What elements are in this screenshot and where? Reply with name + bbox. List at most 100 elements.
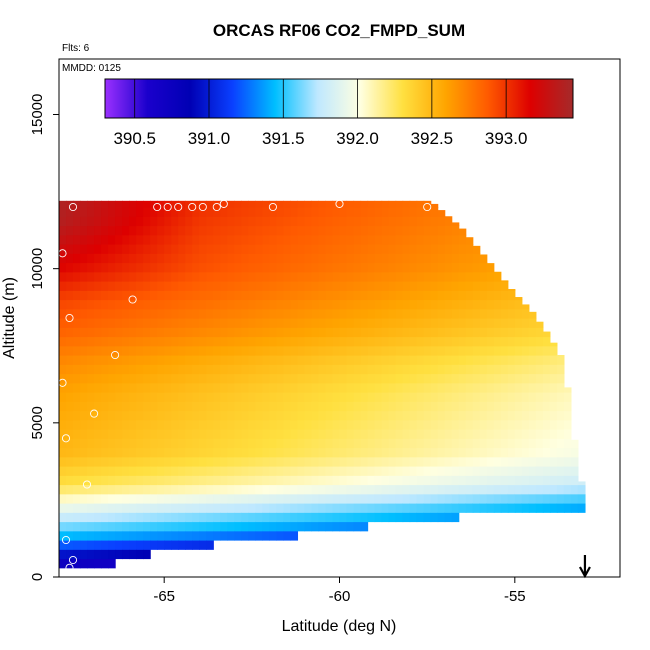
field-cell-1995 (430, 336, 439, 347)
field-cell-1683 (367, 308, 376, 319)
field-cell-1273 (290, 447, 299, 458)
field-cell-447 (136, 456, 144, 467)
field-cell-1318 (297, 364, 306, 375)
field-cell-1379 (311, 466, 320, 476)
field-cell-2278 (493, 299, 502, 310)
field-cell-837 (206, 373, 214, 384)
field-cell-1123 (262, 466, 270, 476)
field-cell-498 (143, 345, 151, 356)
field-cell-1594 (353, 475, 362, 486)
field-cell-2254 (486, 271, 495, 282)
field-cell-1932 (416, 271, 425, 282)
field-cell-1401 (311, 262, 320, 273)
field-cell-349 (115, 281, 123, 291)
field-cell-2255 (486, 263, 495, 273)
south-arrow (578, 555, 591, 579)
field-cell-1434 (318, 290, 327, 301)
field-cell-1860 (402, 290, 411, 301)
field-cell-1152 (262, 200, 270, 208)
field-cell-1938 (416, 216, 425, 227)
field-cell-1985 (430, 429, 439, 439)
field-cell-1511 (332, 244, 341, 254)
field-cell-2205 (479, 466, 488, 476)
field-cell-508 (143, 253, 151, 264)
field-cell-1161 (269, 456, 277, 467)
field-cell-482 (143, 493, 151, 504)
field-cell-1807 (395, 456, 404, 467)
field-cell-380 (122, 355, 130, 365)
field-cell-1175 (269, 327, 277, 338)
field-cell-2126 (458, 364, 467, 375)
field-cell-898 (220, 493, 228, 504)
field-cell-2063 (444, 345, 453, 356)
field-cell-397 (122, 200, 130, 208)
field-cell-1467 (325, 318, 334, 328)
field-cell-2073 (444, 253, 453, 264)
field-cell-1581 (346, 262, 355, 273)
field-cell-793 (199, 429, 207, 439)
field-cell-1074 (248, 234, 256, 245)
field-cell-1178 (269, 299, 277, 310)
field-cell-1539 (339, 318, 348, 328)
field-cell-1050 (248, 456, 256, 467)
field-cell-1931 (416, 281, 425, 291)
field-cell-2284 (500, 484, 509, 495)
field-cell-974 (234, 475, 242, 486)
field-cell-1881 (409, 419, 418, 430)
field-cell-2029 (437, 345, 446, 356)
field-cell-2095 (451, 355, 460, 365)
field-cell-77 (66, 216, 74, 227)
field-cell-1637 (360, 410, 369, 421)
field-cell-1222 (276, 234, 284, 245)
field-cell-1012 (241, 466, 249, 476)
field-cell-234 (94, 244, 102, 254)
field-cell-1390 (311, 364, 320, 375)
field-cell-196 (87, 225, 95, 236)
field-cell-499 (143, 336, 151, 347)
field-cell-887 (213, 253, 221, 264)
field-cell-1488 (332, 456, 341, 467)
field-cell-1082 (255, 503, 263, 513)
field-cell-984 (234, 382, 242, 393)
field-cell-20 (59, 373, 67, 384)
field-cell-2260 (493, 466, 502, 476)
field-cell-1774 (388, 438, 397, 449)
field-cell-2440 (542, 345, 551, 356)
field-cell-1277 (290, 410, 299, 421)
field-cell-757 (192, 410, 200, 421)
field-cell-860 (213, 503, 221, 513)
field-cell-2145 (465, 475, 474, 486)
field-cell-879 (213, 327, 221, 338)
field-cell-1217 (276, 281, 284, 291)
field-cell-744 (192, 530, 200, 541)
field-cell-1164 (269, 429, 277, 439)
field-cell-1719 (374, 299, 383, 310)
field-cell-1548 (339, 234, 348, 245)
field-cell-2388 (528, 429, 537, 439)
field-cell-411 (129, 429, 137, 439)
field-cell-1138 (262, 327, 270, 338)
field-cell-556 (157, 512, 165, 523)
field-cell-1918 (416, 401, 425, 412)
field-cell-2015 (437, 475, 446, 486)
field-cell-732 (185, 290, 193, 301)
field-cell-488 (143, 438, 151, 449)
field-cell-1060 (248, 364, 256, 375)
field-cell-114 (73, 244, 81, 254)
field-cell-2252 (486, 290, 495, 301)
sample-point-19 (61, 535, 71, 545)
field-cell-287 (108, 493, 116, 504)
field-cell-1990 (430, 382, 439, 393)
field-cell-1785 (388, 336, 397, 347)
field-cell-729 (185, 318, 193, 328)
field-cell-903 (220, 447, 228, 458)
field-cell-994 (234, 290, 242, 301)
field-cell-542 (150, 290, 158, 301)
field-cell-2216 (479, 364, 488, 375)
field-cell-13 (59, 438, 67, 449)
field-cell-1705 (374, 429, 383, 439)
field-cell-1743 (381, 401, 390, 412)
field-cell-37 (59, 216, 67, 227)
field-cell-654 (171, 308, 179, 319)
field-cell-500 (143, 327, 151, 338)
